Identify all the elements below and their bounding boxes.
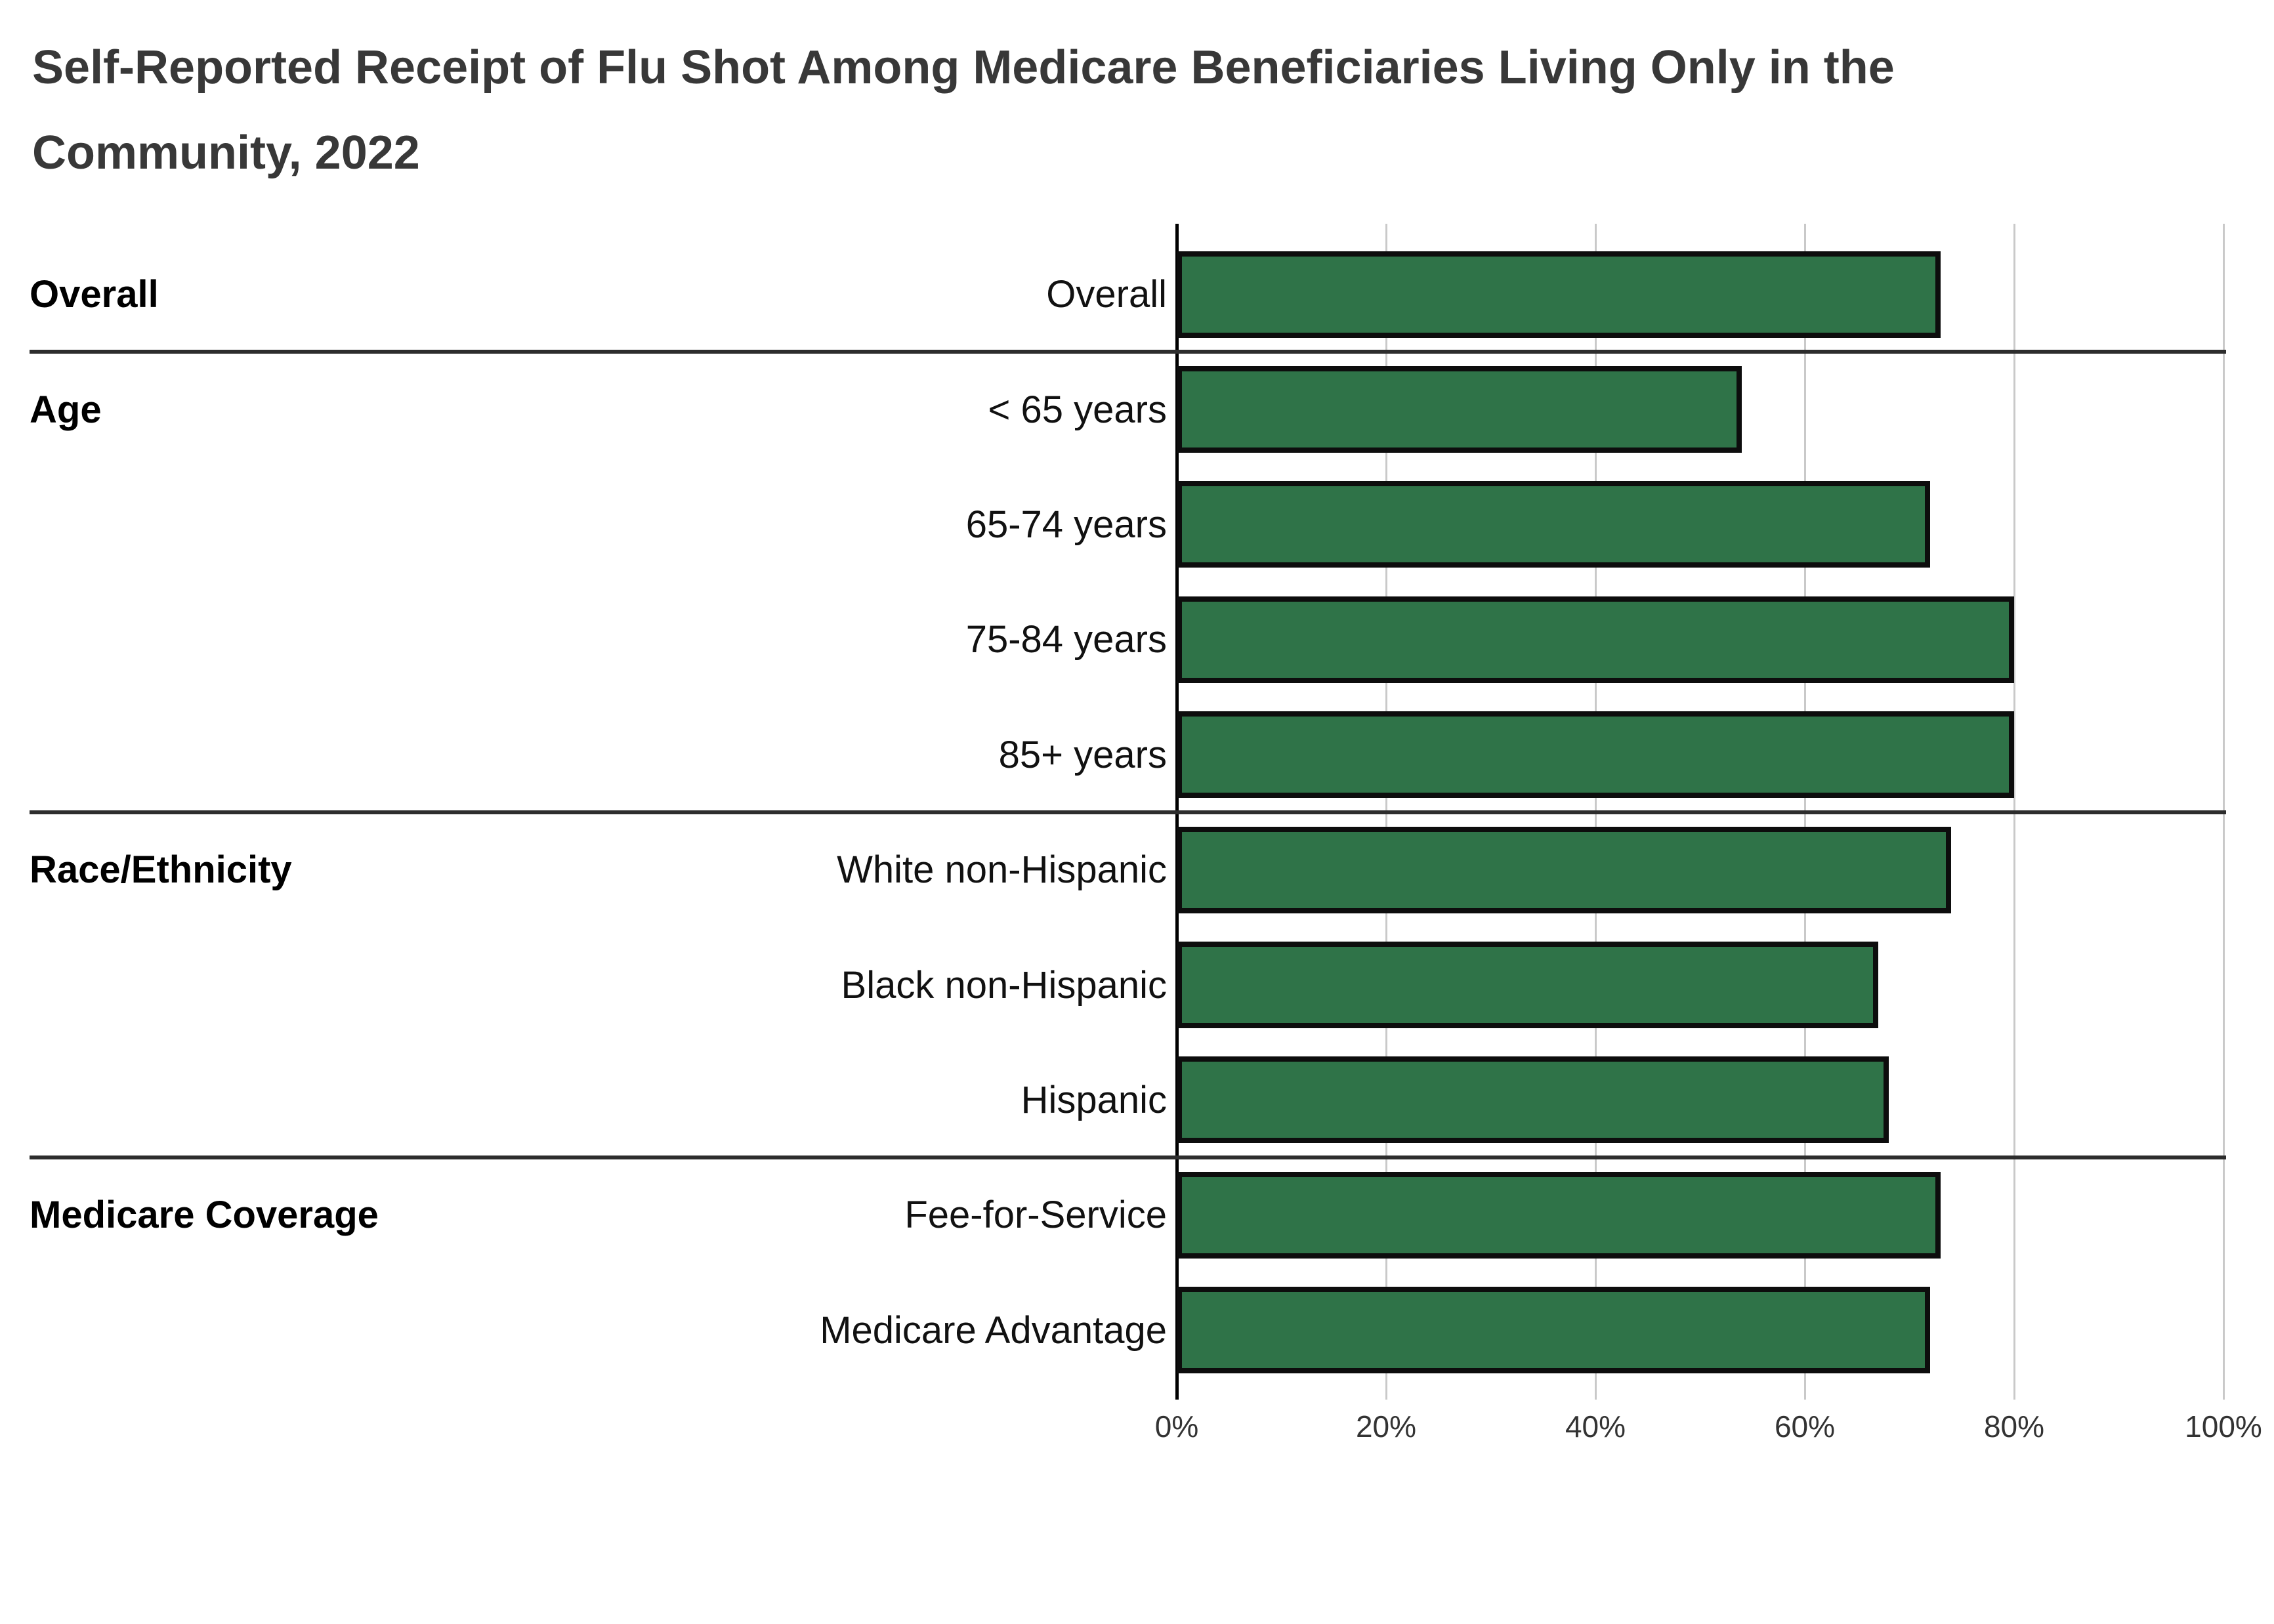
chart-title-line-1: Self-Reported Receipt of Flu Shot Among … <box>32 41 1895 94</box>
x-tick-label-40%: 40% <box>1565 1409 1626 1444</box>
chart-title: Self-Reported Receipt of Flu Shot Among … <box>32 25 2237 196</box>
bar-chart: Overall Overall Age < 65 years 65-74 years 75… <box>0 224 2274 1503</box>
section-separator <box>30 810 2226 814</box>
bar-85+ years <box>1177 711 2014 799</box>
chart-row: 75-84 years <box>0 582 2274 697</box>
x-tick-label-80%: 80% <box>1983 1409 2045 1444</box>
category-label: Overall <box>1046 273 1167 316</box>
category-label: Medicare Advantage <box>820 1308 1167 1352</box>
bar-< 65 years <box>1177 366 1742 453</box>
chart-row: 65-74 years <box>0 467 2274 582</box>
bar-65-74 years <box>1177 481 1931 568</box>
group-label: Age <box>30 388 102 431</box>
group-label: Race/Ethnicity <box>30 848 292 892</box>
category-label: 65-74 years <box>965 503 1167 546</box>
chart-row: Overall Overall <box>0 237 2274 352</box>
chart-row: Medicare Advantage <box>0 1273 2274 1388</box>
category-label: 75-84 years <box>965 618 1167 661</box>
bar-Medicare Advantage <box>1177 1287 1931 1374</box>
chart-row: Black non-Hispanic <box>0 927 2274 1042</box>
category-label: < 65 years <box>988 388 1167 431</box>
chart-row: Hispanic <box>0 1043 2274 1157</box>
chart-row: Age < 65 years <box>0 352 2274 467</box>
category-label: Hispanic <box>1021 1078 1167 1121</box>
group-label: Medicare Coverage <box>30 1194 379 1237</box>
category-label: Fee-for-Service <box>904 1194 1167 1237</box>
chart-title-line-2: Community, 2022 <box>32 127 420 179</box>
x-tick-label-100%: 100% <box>2185 1409 2262 1444</box>
bar-75-84 years <box>1177 596 2014 683</box>
chart-row: 85+ years <box>0 697 2274 812</box>
category-label: 85+ years <box>998 733 1167 776</box>
category-label: White non-Hispanic <box>837 848 1167 892</box>
bar-Fee-for-Service <box>1177 1171 1941 1259</box>
bar-Hispanic <box>1177 1056 1889 1144</box>
group-label: Overall <box>30 273 159 316</box>
x-tick-label-20%: 20% <box>1355 1409 1417 1444</box>
category-label: Black non-Hispanic <box>841 963 1167 1007</box>
bar-Black non-Hispanic <box>1177 942 1878 1029</box>
section-separator <box>30 1156 2226 1160</box>
chart-row: Medicare Coverage Fee-for-Service <box>0 1157 2274 1272</box>
x-tick-label-60%: 60% <box>1774 1409 1836 1444</box>
section-separator <box>30 350 2226 354</box>
x-tick-label-0%: 0% <box>1154 1409 1199 1444</box>
chart-row: Race/Ethnicity White non-Hispanic <box>0 812 2274 927</box>
bar-White non-Hispanic <box>1177 826 1952 913</box>
bar-Overall <box>1177 251 1941 338</box>
